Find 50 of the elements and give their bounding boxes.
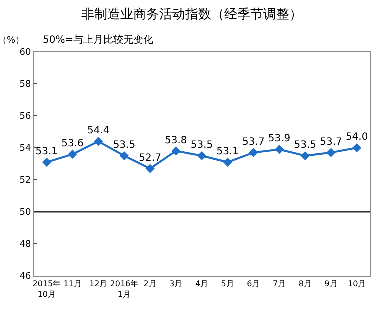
data-label: 53.6	[62, 138, 84, 150]
point	[197, 151, 207, 161]
point	[352, 143, 362, 153]
x-tick-label: 2015年 10月	[32, 280, 62, 299]
y-tick-label: 50	[20, 208, 32, 218]
x-tick-label: 2016年 1月	[110, 280, 139, 299]
data-label: 53.5	[190, 140, 214, 152]
point	[120, 151, 130, 161]
y-tick-label: 46	[20, 272, 32, 282]
y-tick-label: 48	[20, 240, 32, 250]
point	[223, 158, 232, 167]
x-tick-label: 6月	[247, 280, 260, 289]
point	[274, 145, 284, 154]
x-tick-label: 9月	[324, 280, 338, 289]
chart-title: 非制造业商务活动指数（经季节调整）	[82, 8, 302, 23]
y-tick-label: 52	[20, 176, 32, 186]
point	[146, 164, 155, 174]
data-label: 54.0	[346, 132, 368, 144]
data-label: 53.5	[113, 140, 136, 152]
point	[249, 148, 258, 158]
point	[42, 158, 52, 167]
y-tick-label: 56	[20, 112, 32, 122]
x-tick-label: 11月	[64, 280, 82, 289]
x-tick-label: 10月	[348, 280, 366, 289]
point	[68, 150, 78, 159]
x-tick-label: 4月	[195, 280, 209, 289]
y-tick-label: 60	[20, 48, 32, 58]
point	[326, 148, 336, 158]
x-tick-label: 8月	[298, 280, 312, 289]
data-label: 53.7	[242, 136, 265, 148]
y-axis-title: （%）	[0, 36, 25, 46]
x-tick-label: 2月	[144, 280, 157, 289]
data-label: 53.5	[294, 140, 317, 152]
x-tick-label: 12月	[90, 280, 108, 289]
point	[94, 137, 104, 146]
text: 50%=与上月比较无变化	[43, 34, 154, 46]
y-tick-label: 54	[20, 144, 32, 154]
data-label: 53.8	[165, 135, 188, 146]
point	[300, 151, 310, 161]
x-tick-label: 7月	[272, 280, 286, 289]
data-label: 53.1	[36, 146, 58, 158]
data-label: 52.7	[139, 152, 162, 164]
data-label: 53.7	[320, 136, 342, 148]
point	[172, 146, 181, 156]
data-label: 54.4	[87, 126, 110, 137]
data-label: 53.1	[216, 146, 239, 158]
y-tick-label: 58	[20, 80, 32, 90]
x-tick-label: 5月	[221, 280, 234, 289]
data-label: 53.9	[268, 134, 291, 145]
x-tick-label: 3月	[170, 280, 183, 289]
